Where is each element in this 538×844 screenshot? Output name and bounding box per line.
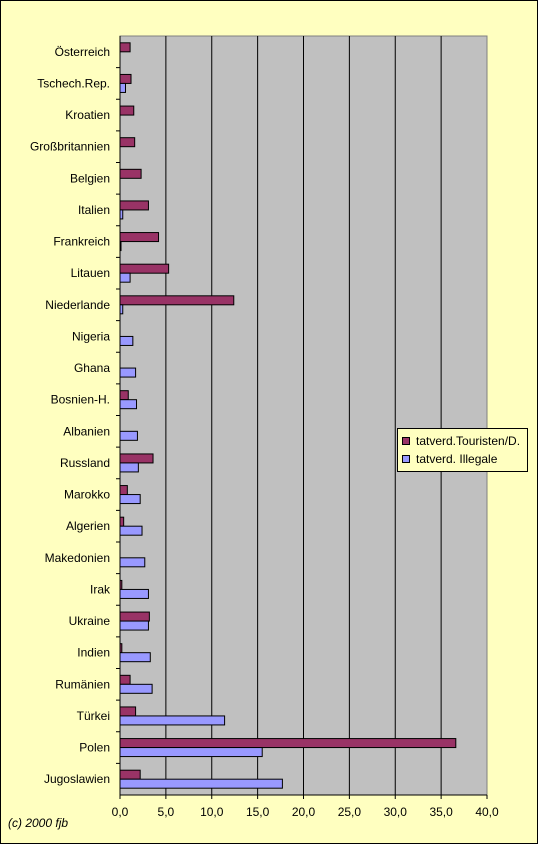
bar-touristen	[119, 73, 132, 84]
bar-illegale	[119, 557, 146, 568]
category-label: Jugoslawien	[44, 772, 110, 786]
x-tick-label: 5,0	[158, 805, 175, 819]
bar-illegale	[119, 683, 153, 694]
bar-illegale	[119, 430, 138, 441]
category-label: Litauen	[71, 266, 110, 280]
category-label: Marokko	[64, 488, 110, 502]
legend: tatverd.Touristen/D. tatverd. Illegale	[397, 428, 528, 472]
category-label: Kroatien	[65, 108, 110, 122]
bar-illegale	[119, 652, 151, 663]
category-label: Frankreich	[53, 235, 110, 249]
bar-touristen	[119, 674, 131, 685]
x-tick-label: 20,0	[292, 805, 316, 819]
x-tick-label: 25,0	[338, 805, 362, 819]
bar-touristen	[119, 263, 170, 274]
category-label: Nigeria	[72, 329, 110, 343]
bar-touristen	[119, 390, 129, 401]
bar-illegale	[119, 525, 143, 536]
bar-touristen	[119, 769, 141, 780]
bar-illegale	[119, 747, 263, 758]
category-label: Tschech.Rep.	[37, 76, 110, 90]
bar-touristen	[119, 105, 135, 116]
category-label: Algerien	[66, 519, 110, 533]
bar-touristen	[119, 738, 457, 749]
category-label: Makedonien	[45, 551, 110, 565]
legend-item-illegale: tatverd. Illegale	[402, 450, 523, 468]
bar-touristen	[119, 42, 131, 53]
bar-illegale	[119, 399, 138, 410]
x-tick-label: 15,0	[246, 805, 270, 819]
bar-illegale	[119, 715, 226, 726]
legend-item-touristen: tatverd.Touristen/D.	[402, 432, 523, 450]
bar-illegale	[119, 588, 149, 599]
category-label: Rumänien	[55, 677, 110, 691]
x-tick-label: 10,0	[200, 805, 224, 819]
x-tick-label: 30,0	[384, 805, 408, 819]
bar-touristen	[119, 168, 142, 179]
x-tick-label: 40,0	[475, 805, 499, 819]
bar-touristen	[119, 137, 136, 148]
category-label: Albanien	[63, 424, 110, 438]
bar-touristen	[119, 611, 150, 622]
bar-touristen	[119, 232, 160, 243]
category-label: Ukraine	[69, 614, 111, 628]
bar-illegale	[119, 82, 127, 93]
category-label: Polen	[79, 741, 110, 755]
bar-touristen	[119, 516, 125, 527]
category-label: Niederlande	[45, 298, 110, 312]
legend-swatch-illegale	[402, 455, 410, 463]
category-label: Bosnien-H.	[51, 393, 110, 407]
legend-label-illegale: tatverd. Illegale	[416, 452, 498, 466]
bar-touristen	[119, 453, 154, 464]
legend-label-touristen: tatverd.Touristen/D.	[416, 434, 521, 448]
bar-illegale	[119, 335, 134, 346]
copyright-text: (c) 2000 fjb	[8, 816, 69, 830]
category-label: Österreich	[55, 45, 110, 59]
category-label: Italien	[78, 203, 110, 217]
bar-illegale	[119, 272, 131, 283]
category-label: Großbritannien	[30, 140, 110, 154]
bar-illegale	[119, 778, 283, 789]
legend-swatch-touristen	[402, 437, 410, 445]
bar-illegale	[119, 367, 137, 378]
bar-illegale	[119, 620, 149, 631]
category-label: Russland	[60, 456, 110, 470]
category-label: Irak	[90, 582, 111, 596]
category-label: Türkei	[77, 709, 110, 723]
x-tick-label: 35,0	[429, 805, 453, 819]
category-label: Indien	[77, 646, 110, 660]
category-label: Ghana	[74, 361, 110, 375]
bar-touristen	[119, 295, 235, 306]
bar-illegale	[119, 494, 141, 505]
x-tick-label: 0,0	[112, 805, 129, 819]
category-label: Belgien	[70, 171, 110, 185]
bar-touristen	[119, 485, 128, 496]
bar-touristen	[119, 706, 137, 717]
bar-illegale	[119, 462, 139, 473]
bar-touristen	[119, 200, 149, 211]
